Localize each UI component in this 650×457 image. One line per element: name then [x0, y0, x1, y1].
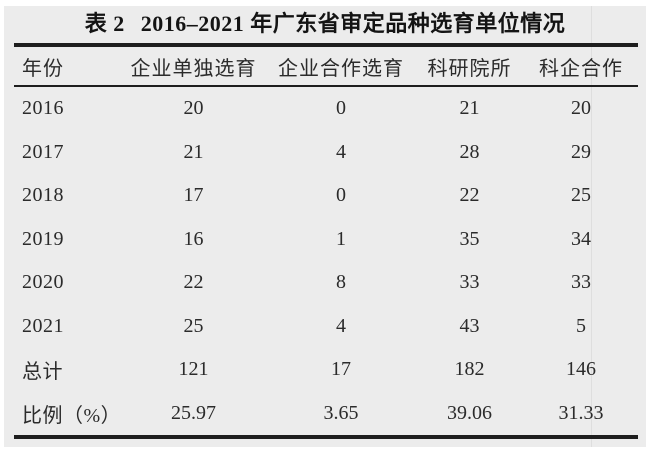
- table-row-2016: 2016 20 0 21 20: [14, 86, 638, 131]
- table-cell: 146: [566, 358, 596, 381]
- table-caption: 表 2 2016–2021 年广东省审定品种选育单位情况: [0, 9, 650, 39]
- table-caption-label: 表 2: [84, 11, 125, 36]
- table-cell: 182: [454, 358, 485, 381]
- header-row: 年份 企业单独选育 企业合作选育 科研院所 科企合作: [14, 45, 638, 87]
- table-cell: 20: [571, 97, 591, 120]
- row-label: 2018: [22, 184, 64, 207]
- table-cell: 20: [183, 97, 204, 120]
- table-row-2021: 2021 25 4 43 5: [14, 305, 638, 349]
- table-cell: 33: [459, 271, 480, 294]
- row-label: 2020: [22, 271, 64, 294]
- table-row-total: 总计 121 17 182 146: [14, 348, 638, 392]
- scan-artifact-line: [591, 6, 592, 447]
- table-cell: 21: [183, 140, 204, 163]
- table-cell: 17: [331, 358, 351, 381]
- table-cell: 16: [183, 227, 204, 250]
- table-cell: 121: [178, 358, 209, 381]
- table-cell: 17: [183, 184, 204, 207]
- table-cell: 25: [571, 184, 591, 207]
- table-cell: 22: [183, 271, 204, 294]
- table-row-2018: 2018 17 0 22 25: [14, 174, 638, 218]
- row-label-total: 总计: [22, 361, 63, 384]
- column-header-research-institute: 科研院所: [415, 45, 524, 87]
- table-cell: 5: [576, 314, 586, 337]
- table-cell: 22: [459, 184, 480, 207]
- table-cell: 35: [459, 227, 480, 250]
- table-caption-title: 2016–2021 年广东省审定品种选育单位情况: [140, 11, 566, 36]
- table-cell: 4: [336, 314, 346, 337]
- table-cell: 21: [459, 97, 480, 120]
- table-cell: 25.97: [171, 401, 216, 424]
- table-cell: 33: [571, 271, 591, 294]
- table-cell: 31.33: [558, 401, 604, 424]
- table-cell: 25: [183, 314, 204, 337]
- table-row-2017: 2017 21 4 28 29: [14, 131, 638, 175]
- row-label-proportion: 比例（%）: [22, 404, 122, 427]
- table-cell: 3.65: [323, 401, 359, 424]
- table-cell: 0: [336, 184, 346, 207]
- table-row-2020: 2020 22 8 33 33: [14, 261, 638, 305]
- row-label: 2021: [22, 314, 64, 337]
- table-cell: 29: [571, 140, 591, 163]
- row-label: 2019: [22, 227, 64, 250]
- table-row-2019: 2019 16 1 35 34: [14, 218, 638, 262]
- table-cell: 43: [459, 314, 480, 337]
- table-cell: 34: [571, 227, 591, 250]
- column-header-year: 年份: [14, 45, 120, 87]
- table-cell: 39.06: [447, 401, 492, 424]
- column-header-enterprise-independent: 企业单独选育: [120, 45, 267, 87]
- table-cell: 4: [336, 140, 346, 163]
- table-cell: 28: [459, 140, 480, 163]
- table-cell: 0: [336, 97, 346, 120]
- table-row-proportion: 比例（%） 25.97 3.65 39.06 31.33: [14, 392, 638, 438]
- table-cell: 1: [336, 227, 346, 250]
- row-label: 2017: [22, 140, 64, 163]
- row-label: 2016: [22, 97, 64, 120]
- column-header-research-enterprise: 科企合作: [524, 45, 638, 87]
- column-header-enterprise-cooperative: 企业合作选育: [267, 45, 415, 87]
- table-cell: 8: [336, 271, 346, 294]
- breeding-units-table: 年份 企业单独选育 企业合作选育 科研院所 科企合作 2016 20 0 21 …: [14, 43, 638, 439]
